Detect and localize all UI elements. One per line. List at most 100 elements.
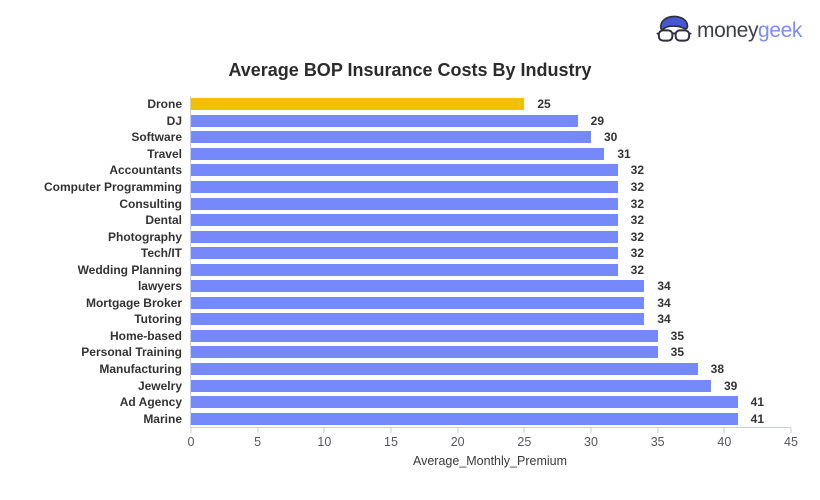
bar-row: lawyers 34: [138, 278, 791, 295]
bar: [191, 181, 618, 193]
x-tick-mark: [457, 428, 459, 433]
bar-row: Photography 32: [108, 228, 791, 245]
bar: [191, 230, 618, 243]
value-label: 32: [630, 196, 645, 211]
bar: [191, 329, 658, 342]
value-label: 41: [750, 411, 765, 426]
bar-row: Consulting 32: [119, 195, 791, 212]
value-label: 32: [630, 229, 645, 244]
category-label: Mortgage Broker: [85, 295, 182, 310]
category-label: lawyers: [137, 279, 182, 294]
bar: [191, 346, 658, 359]
x-tick-mark: [257, 428, 259, 433]
value-label: 41: [750, 395, 765, 410]
value-label: 34: [657, 279, 671, 294]
bar: [191, 164, 618, 177]
value-label: 35: [670, 328, 685, 343]
bar-row: Mortgage Broker 34: [86, 295, 791, 312]
bar-row: Manufacturing 38: [99, 361, 791, 378]
bar: [191, 247, 618, 260]
value-label: 35: [670, 345, 685, 360]
x-tick-label: 35: [650, 435, 665, 449]
value-label: 32: [630, 163, 645, 178]
bar-row: Tutoring 34: [134, 311, 791, 328]
x-tick-mark: [590, 428, 592, 433]
category-label: Personal Training: [81, 345, 182, 360]
bar-row: Tech/IT 32: [141, 245, 791, 262]
bar-row: Accountants 32: [109, 162, 791, 179]
value-label: 34: [657, 295, 671, 310]
x-tick-label: 20: [450, 435, 465, 449]
x-tick-mark: [723, 428, 725, 433]
x-tick-label: 10: [317, 435, 332, 449]
x-tick-label: 0: [187, 435, 195, 449]
value-label: 30: [604, 130, 618, 145]
value-label: 25: [537, 97, 551, 112]
bar: [191, 114, 578, 127]
bar: [191, 379, 711, 392]
value-label: 29: [590, 113, 605, 128]
geek-face-icon: [656, 15, 692, 42]
category-label: Dental: [145, 213, 182, 228]
x-tick-mark: [190, 428, 192, 433]
value-label: 32: [630, 213, 645, 228]
x-tick-mark: [390, 428, 392, 433]
category-label: Wedding Planning: [77, 262, 182, 277]
value-label: 32: [630, 262, 645, 277]
bar: [191, 363, 698, 376]
bar-row: Jewelry 39: [138, 377, 791, 394]
brand-logo: moneygeek: [656, 14, 802, 46]
x-axis-title: Average_Monthly_Premium: [412, 454, 567, 468]
bar-row: Computer Programming 32: [44, 179, 791, 196]
bar-row: Software 30: [131, 129, 791, 146]
x-tick-mark: [790, 428, 792, 433]
bar: [191, 147, 605, 160]
bar: [191, 412, 738, 425]
x-tick-mark: [523, 428, 525, 433]
bar-row: DJ 29: [167, 113, 791, 130]
value-label: 38: [710, 362, 725, 377]
bar-row: Drone 25: [147, 96, 791, 113]
category-label: Travel: [147, 146, 182, 161]
x-tick-label: 40: [717, 435, 732, 449]
category-label: Home-based: [109, 328, 182, 343]
bar-row: Personal Training 35: [81, 344, 791, 361]
bar: [191, 296, 645, 309]
brand-prefix: money: [697, 18, 759, 42]
bar: [191, 197, 618, 210]
bar: [191, 263, 618, 276]
brand-suffix: geek: [758, 18, 802, 42]
x-tick-label: 45: [784, 435, 798, 449]
category-label: Tutoring: [134, 312, 182, 327]
value-label: 34: [657, 312, 671, 327]
category-label: Consulting: [119, 196, 182, 211]
category-label: Tech/IT: [140, 246, 182, 261]
brand-name: moneygeek: [697, 20, 802, 41]
value-label: 39: [724, 378, 738, 393]
category-label: Photography: [108, 229, 182, 244]
category-label: Manufacturing: [99, 362, 182, 377]
bar-row: Ad Agency 41: [120, 394, 791, 411]
chart-title: Average BOP Insurance Costs By Industry: [228, 60, 592, 80]
bar: [191, 214, 618, 227]
bar: [191, 131, 591, 144]
category-label: Computer Programming: [43, 180, 182, 194]
x-tick-label: 25: [517, 435, 532, 449]
plot-area: Drone 25 DJ 29 Software 30 Travel 31 Accountants…: [44, 96, 798, 449]
x-tick-label: 5: [254, 435, 262, 449]
category-label: Software: [131, 130, 182, 145]
bar-row: Home-based 35: [110, 328, 791, 345]
value-label: 31: [617, 146, 631, 161]
bar: [191, 280, 645, 293]
category-label: Accountants: [109, 163, 182, 178]
category-label: Marine: [143, 411, 182, 426]
bar-row: Travel 31: [147, 146, 791, 163]
bar: [191, 313, 645, 326]
x-tick-mark: [657, 428, 659, 433]
category-label: Drone: [147, 97, 182, 112]
category-label: DJ: [166, 113, 182, 128]
value-label: 32: [630, 246, 645, 261]
x-tick-label: 15: [384, 435, 398, 449]
x-tick-label: 30: [584, 435, 598, 449]
